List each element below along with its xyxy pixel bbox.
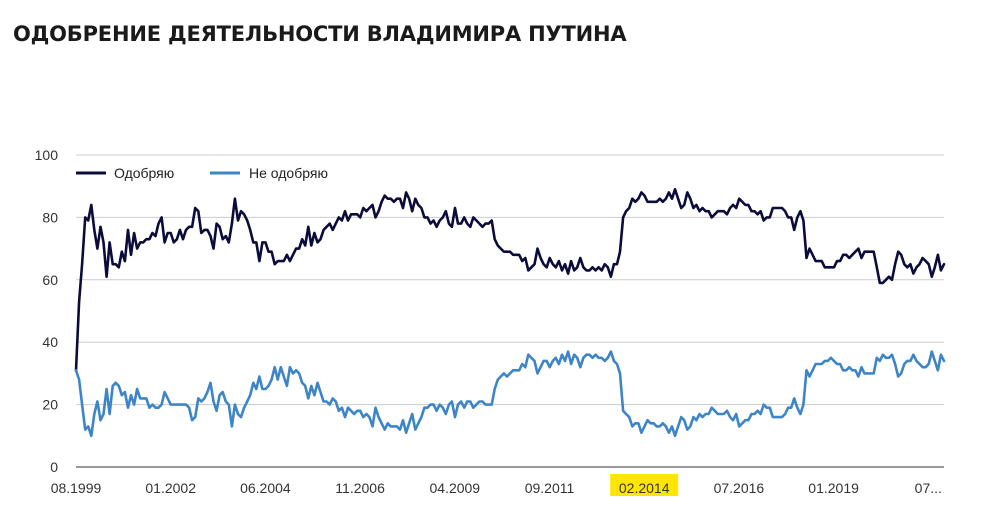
series-lines [74, 188, 946, 438]
y-tick-label: 20 [42, 397, 58, 413]
x-tick-label: 11.2006 [335, 480, 385, 496]
grid-lines [76, 154, 944, 468]
x-tick-label: 08.1999 [51, 480, 102, 496]
x-tick-label: 09.2011 [525, 480, 575, 496]
x-axis-ticks: 08.1999 01.2002 06.2004 11.2006 04.2009 09.20… [51, 474, 942, 496]
legend-label: Одобряю [114, 165, 174, 181]
x-tick-label: 01.2002 [145, 480, 196, 496]
y-tick-label: 60 [42, 272, 58, 288]
x-tick-label: 02.2014 [619, 480, 670, 496]
y-tick-label: 80 [42, 209, 58, 225]
y-axis-ticks: 0 20 40 60 80 100 [35, 147, 59, 475]
y-tick-label: 40 [42, 334, 58, 350]
x-tick-highlight [610, 474, 679, 496]
y-tick-label: 0 [50, 459, 58, 475]
legend-label: Не одобряю [249, 165, 328, 181]
chart-title: ОДОБРЕНИЕ ДЕЯТЕЛЬНОСТИ ВЛАДИМИРА ПУТИНА [13, 22, 627, 46]
y-tick-label: 100 [35, 147, 59, 163]
x-tick-label: 01.2019 [808, 480, 859, 496]
series-line-approve [74, 188, 946, 372]
x-tick-label: 04.2009 [429, 480, 480, 496]
series-line-disapprove [74, 350, 946, 438]
x-tick-label: 07.2016 [714, 480, 765, 496]
x-tick-label: 07... [915, 480, 942, 496]
legend: Одобряю Не одобряю [76, 165, 328, 181]
x-tick-label: 06.2004 [240, 480, 291, 496]
